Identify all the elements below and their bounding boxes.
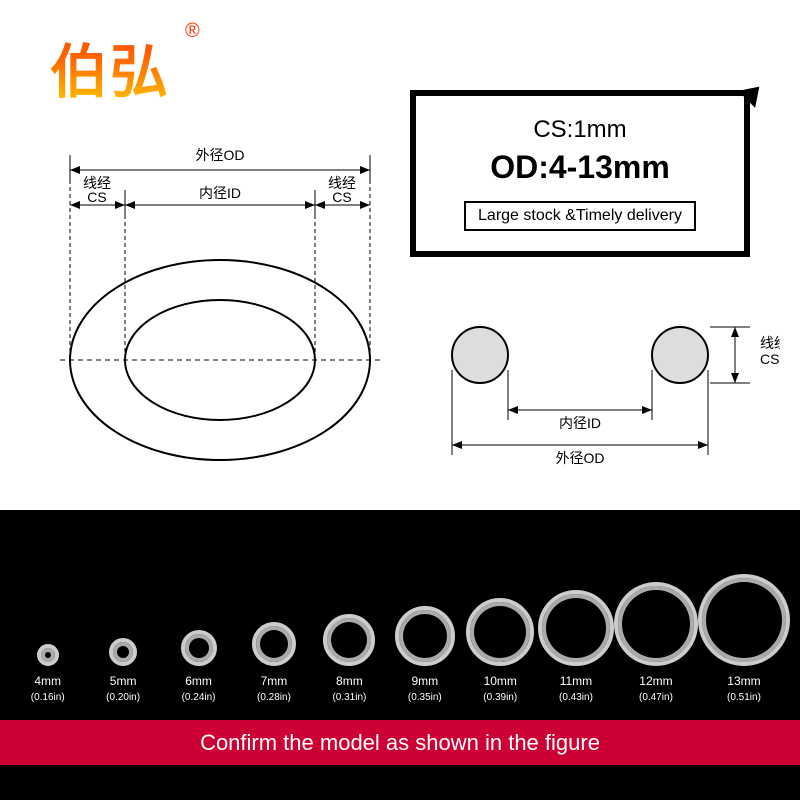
- ring-icon: [466, 598, 534, 666]
- ring-icon: [323, 614, 375, 666]
- ring-icon: [37, 644, 59, 666]
- ring-label: 4mm(0.16in): [31, 674, 65, 705]
- ring-label: 8mm(0.31in): [332, 674, 366, 705]
- spec-box-arrow-icon: [738, 78, 768, 108]
- ring-cell: 10mm(0.39in): [463, 598, 538, 705]
- cs-section-label-1: 线经: [760, 335, 780, 351]
- cs-right-label-2: CS: [332, 189, 351, 205]
- ring-icon: [538, 590, 614, 666]
- ring-label: 13mm(0.51in): [727, 674, 761, 705]
- oring-top-diagram: 外径OD 内径ID 线经 CS 线经 CS: [30, 130, 410, 490]
- ring-icon: [181, 630, 217, 666]
- outer-od-section: 外径OD: [556, 450, 605, 466]
- ring-icon: [614, 582, 698, 666]
- outer-od-label: 外径OD: [196, 147, 245, 163]
- ring-cell: 12mm(0.47in): [614, 582, 698, 705]
- brand-logo: 伯弘: [50, 25, 170, 109]
- ring-label: 10mm(0.39in): [483, 674, 517, 705]
- inner-id-section: 内径ID: [559, 415, 601, 431]
- ring-icon: [252, 622, 296, 666]
- inner-id-label: 内径ID: [199, 185, 241, 201]
- ring-label: 12mm(0.47in): [639, 674, 673, 705]
- ring-label: 9mm(0.35in): [408, 674, 442, 705]
- size-chart-section: 4mm(0.16in) 5mm(0.20in) 6mm(0.24in) 7mm(0.2…: [0, 510, 800, 800]
- ring-cell: 11mm(0.43in): [538, 590, 614, 705]
- ring-cell: 7mm(0.28in): [236, 622, 311, 705]
- spec-box: CS:1mm OD:4-13mm Large stock &Timely del…: [410, 90, 750, 257]
- confirm-banner: Confirm the model as shown in the figure: [0, 720, 800, 765]
- spec-cs: CS:1mm: [431, 116, 729, 144]
- registered-mark: ®: [185, 20, 200, 43]
- cs-left-label-2: CS: [87, 189, 106, 205]
- oring-cross-section: 线经 CS 内径ID 外径OD: [420, 310, 780, 490]
- ring-icon: [395, 606, 455, 666]
- ring-label: 7mm(0.28in): [257, 674, 291, 705]
- ring-cell: 9mm(0.35in): [387, 606, 462, 705]
- ring-cell: 4mm(0.16in): [10, 644, 85, 705]
- ring-cell: 5mm(0.20in): [85, 638, 160, 705]
- ring-cell: 8mm(0.31in): [312, 614, 387, 705]
- spec-stock: Large stock &Timely delivery: [464, 201, 696, 231]
- ring-row: 4mm(0.16in) 5mm(0.20in) 6mm(0.24in) 7mm(0.2…: [0, 510, 800, 705]
- ring-icon: [698, 574, 790, 666]
- ring-cell: 13mm(0.51in): [698, 574, 790, 705]
- ring-label: 6mm(0.24in): [182, 674, 216, 705]
- ring-label: 5mm(0.20in): [106, 674, 140, 705]
- cs-section-label-2: CS: [760, 351, 779, 367]
- spec-od: OD:4-13mm: [431, 149, 729, 186]
- ring-icon: [109, 638, 137, 666]
- ring-label: 11mm(0.43in): [559, 674, 593, 705]
- ring-cell: 6mm(0.24in): [161, 630, 236, 705]
